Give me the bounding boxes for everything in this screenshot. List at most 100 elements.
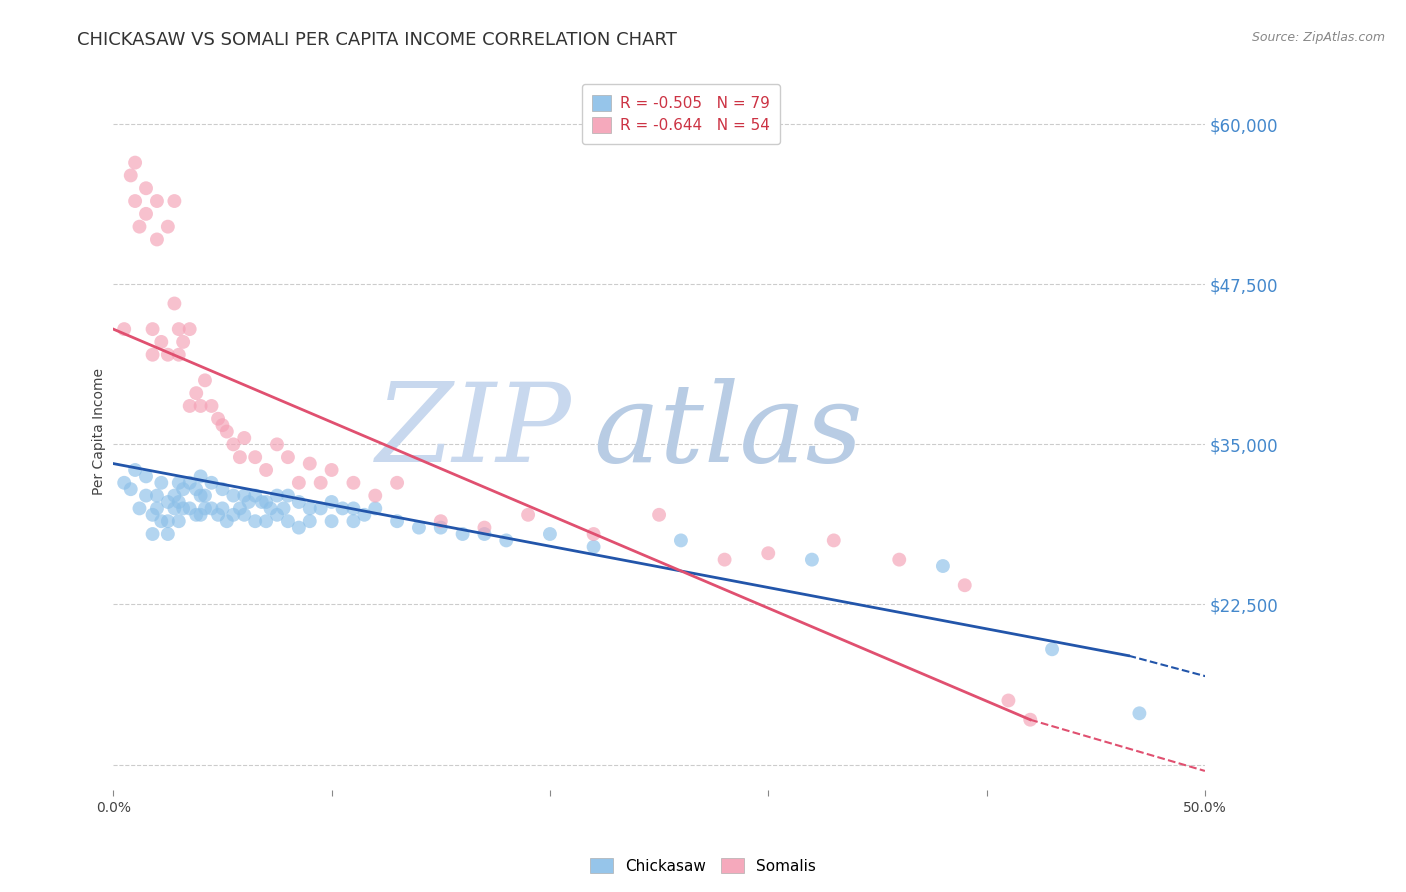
Point [135,207,157,221]
Point [146,232,169,246]
Point [124,155,146,169]
Point [451,527,474,541]
Point [229,501,252,516]
Text: ZIP: ZIP [375,378,572,485]
Point [163,194,186,208]
Point [495,533,517,548]
Point [179,399,201,413]
Point [233,431,256,445]
Point [142,527,165,541]
Point [146,501,169,516]
Point [243,514,266,528]
Point [112,322,135,336]
Point [172,501,194,516]
Point [190,508,212,522]
Point [194,373,217,387]
Point [200,399,222,413]
Point [135,181,157,195]
Point [150,514,173,528]
Point [342,475,364,490]
Point [474,520,496,534]
Point [190,489,212,503]
Point [146,194,169,208]
Point [200,475,222,490]
Point [385,475,408,490]
Point [953,578,976,592]
Point [211,482,233,496]
Point [321,463,343,477]
Point [135,489,157,503]
Point [112,475,135,490]
Point [538,527,561,541]
Point [364,489,387,503]
Point [150,334,173,349]
Point [309,501,332,516]
Point [250,495,273,509]
Point [288,475,311,490]
Point [648,508,671,522]
Point [135,469,157,483]
Point [364,501,387,516]
Point [288,520,311,534]
Point [298,514,321,528]
Point [207,508,229,522]
Point [156,495,179,509]
Point [277,514,299,528]
Text: CHICKASAW VS SOMALI PER CAPITA INCOME CORRELATION CHART: CHICKASAW VS SOMALI PER CAPITA INCOME CO… [77,31,678,49]
Text: atlas: atlas [593,378,863,485]
Text: Source: ZipAtlas.com: Source: ZipAtlas.com [1251,31,1385,45]
Point [120,169,142,183]
Point [124,463,146,477]
Point [277,489,299,503]
Point [932,559,955,574]
Point [156,527,179,541]
Point [266,437,288,451]
Point [254,514,277,528]
Point [254,463,277,477]
Point [266,508,288,522]
Y-axis label: Per Capita Income: Per Capita Income [93,368,107,495]
Point [385,514,408,528]
Point [238,495,260,509]
Point [1019,713,1042,727]
Point [186,482,208,496]
Point [194,489,217,503]
Point [167,348,190,362]
Point [128,219,150,234]
Point [167,495,190,509]
Point [342,514,364,528]
Point [167,514,190,528]
Point [353,508,375,522]
Point [215,514,238,528]
Point [259,501,281,516]
Point [120,482,142,496]
Point [429,514,451,528]
Point [142,508,165,522]
Point [194,501,217,516]
Point [997,693,1019,707]
Point [150,475,173,490]
Point [266,489,288,503]
Point [582,527,605,541]
Point [128,501,150,516]
Point [179,322,201,336]
Point [408,520,430,534]
Point [429,520,451,534]
Point [517,508,540,522]
Point [1040,642,1063,657]
Point [1128,706,1150,721]
Point [190,469,212,483]
Point [142,322,165,336]
Point [156,514,179,528]
Point [321,495,343,509]
Point [222,508,245,522]
Point [229,450,252,465]
Point [298,501,321,516]
Point [298,457,321,471]
Point [186,508,208,522]
Point [823,533,845,548]
Point [288,495,311,509]
Point [179,501,201,516]
Point [163,489,186,503]
Point [474,527,496,541]
